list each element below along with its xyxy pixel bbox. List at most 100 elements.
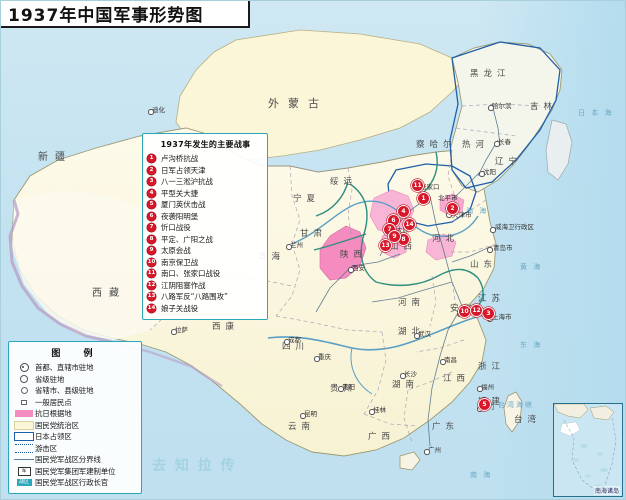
battle-list-item: 9 太原会战 xyxy=(147,245,264,256)
battle-list-item: 2 日军占领天津 xyxy=(147,165,264,176)
battle-list-item: 12 江阴阻塞作战 xyxy=(147,280,264,291)
battle-label: 江阴阻塞作战 xyxy=(161,280,206,290)
city-label: 重庆 xyxy=(318,353,331,361)
legend-item-city-county: 省辖市、县级驻地 xyxy=(13,385,137,397)
battle-marker[interactable]: 9 xyxy=(389,231,400,242)
city-marker-dot xyxy=(479,171,485,177)
battle-label: 日军占领天津 xyxy=(161,165,206,175)
city-marker-dot xyxy=(490,227,496,233)
battle-marker[interactable]: 7 xyxy=(384,224,395,235)
battle-marker[interactable]: 1 xyxy=(418,193,429,204)
city-marker-dot xyxy=(369,409,375,415)
province-label: 广东 xyxy=(432,422,460,432)
city-label: 沈阳 xyxy=(483,168,496,176)
province-label: 台湾 xyxy=(514,415,542,425)
battle-number-badge: 9 xyxy=(147,246,156,255)
battle-label: 太原会战 xyxy=(161,246,191,255)
city-marker-dot xyxy=(414,333,420,339)
battle-number-badge: 6 xyxy=(147,211,156,221)
kmt-area-swatch-icon xyxy=(13,420,35,430)
battle-label: 娘子关战役 xyxy=(161,303,198,313)
battle-marker[interactable]: 6 xyxy=(388,215,399,226)
city-marker-dot xyxy=(440,359,446,365)
battle-list-item: 8 平定、广阳之战 xyxy=(147,234,264,245)
city-marker-dot xyxy=(487,247,493,253)
battle-marker[interactable]: 3 xyxy=(483,308,494,319)
battle-marker[interactable]: 14 xyxy=(404,219,415,230)
town-marker-icon xyxy=(13,399,35,405)
legend-item-province: 省级驻地 xyxy=(13,374,137,386)
legend-label: 日本占领区 xyxy=(35,432,72,442)
battle-marker[interactable]: 12 xyxy=(471,305,482,316)
major-battles-heading: 1937年发生的主要战事 xyxy=(160,140,251,149)
city-marker-dot xyxy=(488,105,494,111)
battle-marker[interactable]: 10 xyxy=(459,306,470,317)
battle-list-item: 6 夜袭阳明堡 xyxy=(147,211,264,222)
city-label: 威海卫行政区 xyxy=(495,223,534,231)
war-zone-admin-box-icon: 战区 xyxy=(13,479,35,487)
city-marker-dot xyxy=(171,329,177,335)
sea-label: 台湾海峡 xyxy=(498,401,534,409)
city-marker-dot xyxy=(477,386,483,392)
battle-list-item: 1 卢沟桥抗战 xyxy=(147,153,264,164)
battle-label: 南口、张家口战役 xyxy=(161,269,221,278)
battle-number-badge: 14 xyxy=(147,303,156,313)
city-label: 青岛市 xyxy=(493,244,513,252)
sea-label: 渤 海 xyxy=(466,207,489,215)
japan-occupied-box-icon xyxy=(13,432,35,442)
battle-label: 八一三淞沪抗战 xyxy=(161,177,213,186)
battle-marker[interactable]: 11 xyxy=(412,180,423,191)
city-label: 北平市 xyxy=(438,194,458,202)
army-unit-box-icon: 军 xyxy=(13,466,35,476)
province-label: 热河 xyxy=(462,140,490,150)
province-label: 浙江 xyxy=(478,362,506,372)
battle-list-item: 5 厦门英伏击战 xyxy=(147,199,264,210)
province-label: 西康 xyxy=(212,322,240,332)
city-marker-dot xyxy=(338,386,344,392)
battle-marker[interactable]: 4 xyxy=(398,206,409,217)
city-label: 桂林 xyxy=(373,406,386,414)
city-label: 贵阳 xyxy=(342,383,355,391)
city-label: 天津市 xyxy=(452,211,472,219)
city-label: 太原 xyxy=(396,226,409,234)
city-label: 哈尔滨 xyxy=(492,102,512,110)
province-label: 山西 xyxy=(390,242,418,252)
legend-label: 一般居民点 xyxy=(35,397,72,407)
legend-item-army-unit: 军 国民党军集团军建制单位 xyxy=(13,466,137,478)
province-label: 湖南 xyxy=(392,380,420,390)
province-label: 江苏 xyxy=(478,294,506,304)
sea-label: 黄 海 xyxy=(520,263,543,271)
province-label: 西藏 xyxy=(92,288,126,299)
province-label: 外蒙古 xyxy=(268,97,328,110)
province-label: 湖北 xyxy=(398,327,426,337)
sea-label: 南 海 xyxy=(470,471,493,479)
province-label: 青海 xyxy=(258,252,286,262)
battle-number-badge: 2 xyxy=(147,165,156,175)
battle-label: 八路军反“八路围攻” xyxy=(161,292,228,301)
battle-marker[interactable]: 2 xyxy=(447,203,458,214)
battle-list-item: 14 娘子关战役 xyxy=(147,303,264,314)
admin-glyph: 战区 xyxy=(16,479,32,487)
city-label: 昆明 xyxy=(304,410,317,418)
battle-marker[interactable]: 5 xyxy=(479,399,490,410)
battle-label: 平型关大捷 xyxy=(161,188,198,198)
legend-label: 抗日根据地 xyxy=(35,409,72,419)
legend-label: 国民党军战区行政长官 xyxy=(35,478,108,488)
battle-number-badge: 7 xyxy=(147,223,156,232)
battle-number-badge: 13 xyxy=(147,292,156,301)
battle-marker[interactable]: 8 xyxy=(398,234,409,245)
province-label: 广西 xyxy=(368,432,396,442)
city-marker-dot xyxy=(300,413,306,419)
watermark-text: 去 知 拉 传 xyxy=(152,458,237,474)
city-marker-dot xyxy=(284,339,290,345)
battle-list-item: 13 八路军反“八路围攻” xyxy=(147,291,264,302)
legend-label: 首都、直辖市驻地 xyxy=(35,363,94,373)
legend-label: 游击区 xyxy=(35,443,57,453)
battle-marker[interactable]: 13 xyxy=(380,240,391,251)
city-marker-dot xyxy=(286,244,292,250)
battle-label: 卢沟桥抗战 xyxy=(161,154,198,163)
page-title: 1937年中国军事形势图 xyxy=(8,5,204,26)
province-label: 云南 xyxy=(288,422,316,432)
city-marker-dot xyxy=(348,267,354,273)
province-label: 陕西 xyxy=(340,250,368,260)
